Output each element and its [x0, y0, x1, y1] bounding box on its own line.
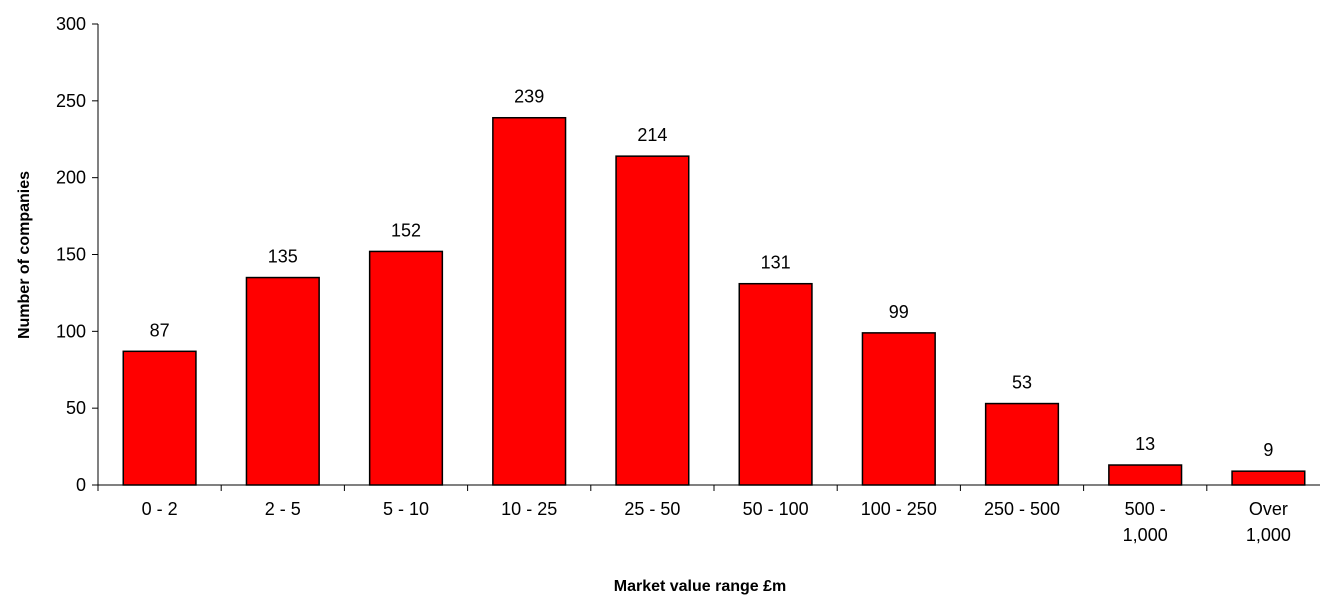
x-category-label-line: 1,000: [1246, 525, 1291, 545]
x-category-label-line: 25 - 50: [624, 499, 680, 519]
x-category-label: 500 - 1,000: [1123, 499, 1168, 545]
x-category-label-line: 50 - 100: [743, 499, 809, 519]
y-tick-label: 250: [56, 91, 86, 111]
x-axis: 0 - 2 2 - 5 5 - 10 10 - 25 25 - 50 50 - 100 10…: [97, 484, 1320, 545]
x-category-label-line: 10 - 25: [501, 499, 557, 519]
data-labels: 87 135 152 239 214 131 99 53 13 9: [150, 87, 1274, 460]
y-tick-label: 150: [56, 245, 86, 265]
y-tick-label: 0: [76, 475, 86, 495]
bar: [368, 250, 444, 486]
x-axis-title: Market value range £m: [614, 578, 787, 595]
bar-series: [122, 116, 1306, 486]
bar: [615, 155, 690, 486]
bar: [1108, 464, 1183, 486]
x-category-label-line: Over: [1249, 499, 1288, 519]
x-category-label-line: 2 - 5: [265, 499, 301, 519]
data-label: 239: [514, 87, 544, 107]
data-label: 135: [268, 247, 298, 267]
bar: [492, 116, 567, 486]
data-label: 131: [761, 253, 791, 273]
data-label: 9: [1263, 440, 1273, 460]
bar: [738, 282, 813, 486]
data-label: 13: [1135, 434, 1155, 454]
bar: [1231, 470, 1306, 486]
y-tick-label: 200: [56, 168, 86, 188]
x-category-label: 5 - 10: [383, 499, 429, 519]
x-category-label-line: 0 - 2: [142, 499, 178, 519]
data-label: 53: [1012, 373, 1032, 393]
x-category-label: 0 - 2: [142, 499, 178, 519]
x-category-label-line: 500 -: [1125, 499, 1166, 519]
x-category-label: 50 - 100: [743, 499, 809, 519]
x-category-label: 2 - 5: [265, 499, 301, 519]
x-category-label: 250 - 500: [984, 499, 1060, 519]
data-label: 87: [150, 320, 170, 340]
x-category-label-line: 5 - 10: [383, 499, 429, 519]
bar: [122, 350, 197, 486]
bar: [861, 332, 936, 486]
data-label: 214: [637, 125, 667, 145]
x-category-label: 10 - 25: [501, 499, 557, 519]
x-category-label: 25 - 50: [624, 499, 680, 519]
x-category-label: Over 1,000: [1246, 499, 1291, 545]
x-category-label: 100 - 250: [861, 499, 937, 519]
data-label: 99: [889, 302, 909, 322]
y-tick-label: 50: [66, 398, 86, 418]
y-axis-title: Number of companies: [16, 171, 33, 339]
x-category-label-line: 1,000: [1123, 525, 1168, 545]
x-category-label-line: 100 - 250: [861, 499, 937, 519]
data-label: 152: [391, 220, 421, 240]
y-tick-label: 300: [56, 14, 86, 34]
y-axis: 0 50 100 150 200 250 300: [56, 14, 99, 495]
bar: [984, 402, 1060, 486]
bar: [245, 276, 320, 486]
x-category-label-line: 250 - 500: [984, 499, 1060, 519]
y-tick-label: 100: [56, 321, 86, 341]
